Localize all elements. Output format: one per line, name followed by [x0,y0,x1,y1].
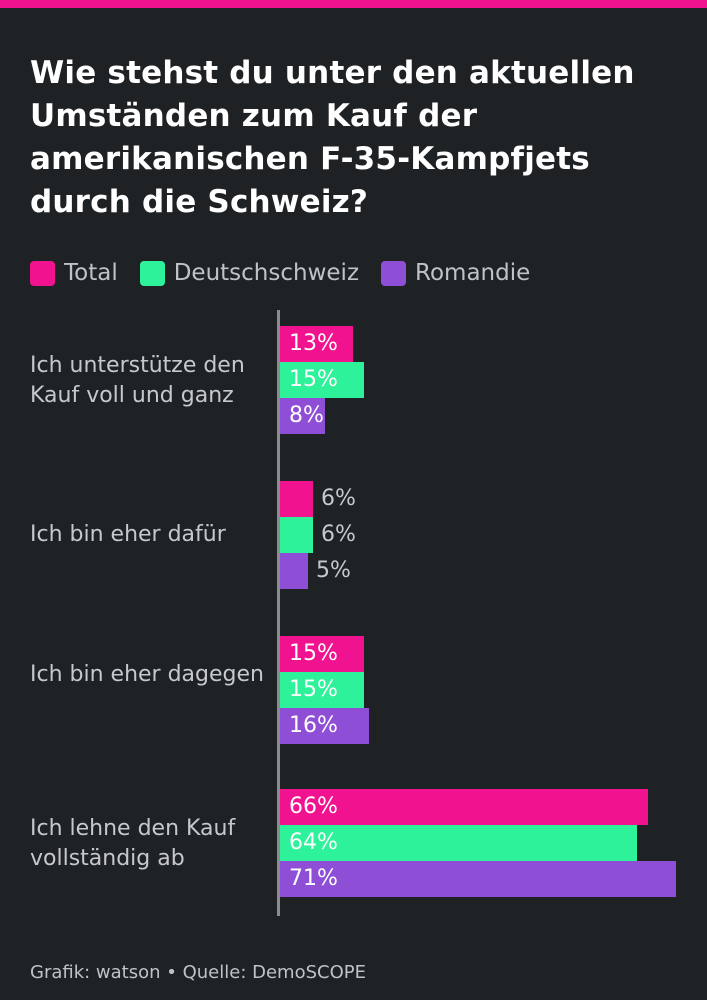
chart-axis-line [277,310,280,916]
bar-value-label: 16% [289,713,338,738]
bar-deutschschweiz [280,825,637,861]
bar-value-label: 8% [289,403,324,428]
category-label: Ich lehne den Kauf vollständig ab [30,816,236,871]
legend-item-deutschschweiz: Deutschschweiz [139,260,360,286]
bar-value-label: 15% [289,367,338,392]
bar-value-label: 64% [289,830,338,855]
legend-item-total: Total [30,260,118,286]
bar-value-label: 66% [289,794,338,819]
legend-swatch-deutschschweiz [139,260,165,286]
chart-title: Wie stehst du unter den aktuellen Umstän… [30,55,635,220]
bar-value-label: 71% [289,866,338,891]
bar-total [280,481,313,517]
bar-deutschschweiz [280,517,313,553]
bar-romandie [280,708,369,744]
legend-item-romandie: Romandie [381,260,530,286]
bar-total [280,789,648,825]
bar-value-label: 15% [289,641,338,666]
bar-value-label: 6% [321,522,356,547]
legend-swatch-romandie [381,260,407,286]
bar-value-label: 13% [289,331,338,356]
bar-deutschschweiz [280,362,364,398]
legend-label-romandie: Romandie [415,260,531,286]
legend-label-total: Total [64,260,118,286]
bar-romandie [280,398,325,434]
bar-value-label: 15% [289,677,338,702]
bar-romandie [280,861,676,897]
legend-swatch-total [30,260,55,286]
legend: Total Deutschschweiz Romandie [30,257,552,289]
bar-value-label: 6% [321,486,356,511]
bar-deutschschweiz [280,672,364,708]
brand-top-bar [0,0,707,8]
bar-romandie [280,553,308,589]
category-label: Ich unterstütze den Kauf voll und ganz [30,353,245,408]
legend-label-deutschschweiz: Deutschschweiz [173,260,360,286]
bar-value-label: 5% [316,558,351,583]
bar-total [280,636,364,672]
category-label: Ich bin eher dagegen [30,662,264,687]
source-footer: Grafik: watson • Quelle: DemoSCOPE [30,962,366,983]
category-label: Ich bin eher dafür [30,522,226,547]
bar-total [280,326,353,362]
